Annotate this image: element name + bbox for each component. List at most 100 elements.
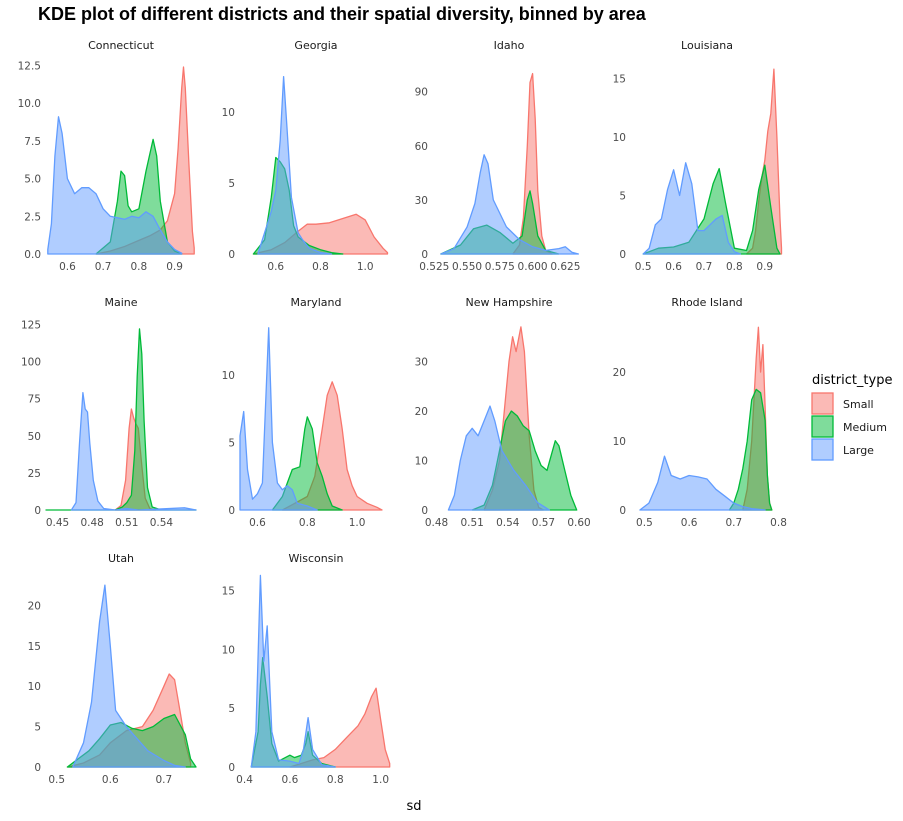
x-tick-label: 0.625 — [550, 261, 580, 273]
x-tick-label: 0.550 — [452, 261, 482, 273]
y-tick-label: 0 — [228, 505, 235, 517]
legend-label-medium: Medium — [843, 421, 887, 434]
x-tick-label: 0.8 — [299, 517, 316, 529]
legend: district_type Small Medium Large — [811, 373, 892, 461]
y-tick-label: 25 — [28, 468, 41, 480]
x-axis-label: sd — [406, 799, 421, 814]
x-tick-label: 0.57 — [532, 517, 555, 529]
y-tick-label: 30 — [415, 195, 428, 207]
y-tick-label: 10 — [613, 436, 626, 448]
density-area-medium — [271, 416, 343, 511]
y-tick-label: 50 — [28, 431, 41, 443]
x-tick-label: 0.9 — [756, 261, 773, 273]
y-tick-label: 0 — [34, 505, 41, 517]
panel-title-idaho: Idaho — [494, 39, 525, 52]
x-tick-label: 0.6 — [102, 774, 119, 786]
y-tick-label: 10.0 — [18, 98, 41, 110]
x-tick-label: 1.0 — [349, 517, 366, 529]
panel-title-wisconsin: Wisconsin — [289, 552, 344, 565]
panel-wisconsin: Wisconsin 0 5 10 15 0.4 0.6 0.8 1.0 — [222, 552, 391, 786]
panel-idaho: Idaho 0 30 60 90 0.525 0.550 0.575 0.600 0.625 — [415, 39, 581, 273]
y-tick-label: 90 — [415, 87, 428, 99]
x-tick-label: 0.54 — [496, 517, 520, 529]
panel-title-georgia: Georgia — [294, 39, 337, 52]
x-tick-label: 0.4 — [236, 774, 253, 786]
density-area-large — [257, 75, 333, 255]
legend-label-small: Small — [843, 398, 874, 411]
x-tick-label: 0.7 — [95, 261, 112, 273]
x-tick-label: 0.8 — [312, 261, 329, 273]
y-tick-label: 75 — [28, 394, 41, 406]
density-area-large — [70, 392, 197, 511]
panel-new-hampshire: New Hampshire 0 10 20 30 0.48 0.51 0.54 0.57 0.60 — [415, 296, 591, 529]
panel-rhode-island: Rhode Island 0 10 20 0.5 0.6 0.7 0.8 — [613, 296, 787, 529]
y-tick-label: 0 — [619, 249, 626, 261]
density-area-large — [447, 405, 551, 511]
y-tick-label: 5.0 — [24, 174, 41, 186]
legend-title: district_type — [812, 373, 892, 388]
y-tick-label: 20 — [415, 406, 428, 418]
chart-title: KDE plot of different districts and thei… — [38, 4, 647, 24]
y-tick-label: 0 — [228, 762, 235, 774]
y-tick-label: 0 — [421, 249, 428, 261]
legend-label-large: Large — [843, 444, 874, 457]
y-tick-label: 0 — [34, 762, 41, 774]
x-tick-label: 1.0 — [372, 774, 389, 786]
panel-maine: Maine 0 25 50 75 100 125 0.45 0.48 0.51 0.54 — [21, 296, 197, 529]
y-tick-label: 10 — [415, 456, 428, 468]
x-tick-label: 0.60 — [567, 517, 590, 529]
y-tick-label: 20 — [613, 367, 626, 379]
y-tick-label: 15 — [222, 586, 235, 598]
y-tick-label: 2.5 — [24, 211, 41, 223]
y-tick-label: 20 — [28, 600, 41, 612]
x-tick-label: 0.8 — [131, 261, 148, 273]
y-tick-label: 10 — [222, 644, 235, 656]
x-tick-label: 0.48 — [425, 517, 448, 529]
x-tick-label: 0.5 — [635, 261, 652, 273]
x-tick-label: 0.48 — [80, 517, 103, 529]
y-tick-label: 0 — [619, 505, 626, 517]
y-tick-label: 125 — [21, 319, 41, 331]
y-tick-label: 5 — [34, 722, 41, 734]
x-tick-label: 0.8 — [770, 517, 787, 529]
density-area-large — [47, 116, 183, 255]
x-tick-label: 0.8 — [327, 774, 344, 786]
x-tick-label: 0.45 — [46, 517, 69, 529]
density-area-large — [250, 574, 336, 768]
x-tick-label: 0.525 — [419, 261, 449, 273]
y-tick-label: 5 — [619, 191, 626, 203]
x-tick-label: 0.8 — [726, 261, 743, 273]
y-tick-label: 5 — [228, 178, 235, 190]
panel-utah: Utah 0 5 10 15 20 0.5 0.6 0.7 — [28, 552, 197, 786]
y-tick-label: 15 — [613, 74, 626, 86]
x-tick-label: 0.7 — [696, 261, 713, 273]
x-tick-label: 0.6 — [249, 517, 266, 529]
y-tick-label: 10 — [222, 107, 235, 119]
panel-title-maine: Maine — [104, 296, 137, 309]
panel-georgia: Georgia 0 5 10 0.6 0.8 1.0 — [222, 39, 389, 273]
x-tick-label: 0.6 — [681, 517, 698, 529]
y-tick-label: 10 — [28, 681, 41, 693]
y-tick-label: 7.5 — [24, 136, 41, 148]
density-area-large — [440, 154, 580, 255]
y-tick-label: 15 — [28, 641, 41, 653]
x-tick-label: 0.6 — [282, 774, 299, 786]
y-tick-label: 100 — [21, 357, 41, 369]
y-tick-label: 10 — [222, 370, 235, 382]
x-tick-label: 0.7 — [725, 517, 742, 529]
x-tick-label: 0.51 — [460, 517, 483, 529]
y-tick-label: 30 — [415, 357, 428, 369]
panel-title-utah: Utah — [108, 552, 134, 565]
panel-connecticut: Connecticut 0.0 2.5 5.0 7.5 10.0 12.5 0.6 0.7 0.8… — [18, 39, 195, 273]
facet-panels: Connecticut 0.0 2.5 5.0 7.5 10.0 12.5 0.6 0.7 0.8… — [18, 39, 787, 786]
legend-swatch-large — [811, 438, 834, 461]
panel-title-rhode-island: Rhode Island — [671, 296, 742, 309]
x-tick-label: 1.0 — [357, 261, 374, 273]
y-tick-label: 0 — [421, 505, 428, 517]
panel-title-louisiana: Louisiana — [681, 39, 733, 52]
legend-swatch-small — [811, 392, 834, 415]
panel-title-new-hampshire: New Hampshire — [465, 296, 552, 309]
density-area-medium — [728, 388, 773, 511]
y-tick-label: 10 — [613, 132, 626, 144]
